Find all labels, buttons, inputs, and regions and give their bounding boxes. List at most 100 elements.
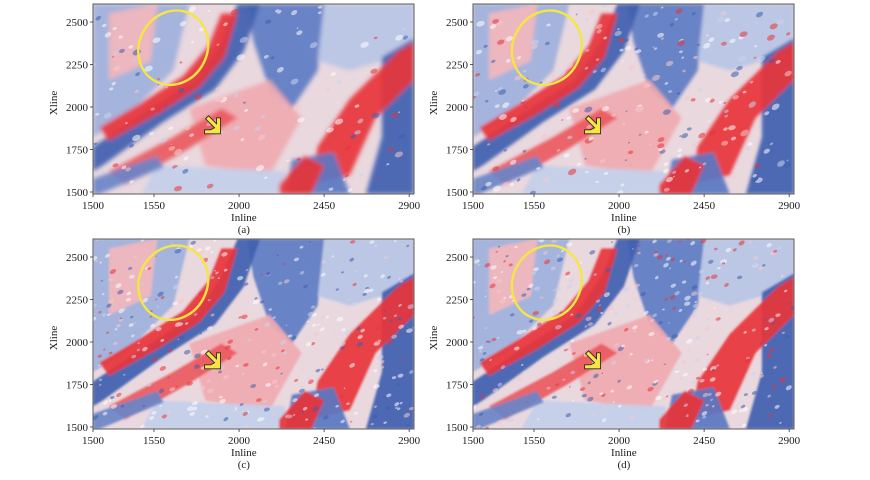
speckle-texture xyxy=(473,4,794,194)
seismic-attribute-image xyxy=(473,239,794,429)
attribute-region xyxy=(473,391,544,429)
x-tick-label: 1500 xyxy=(82,200,105,212)
x-tick-label: 1500 xyxy=(82,435,105,447)
attribute-region xyxy=(93,391,164,429)
attribute-region xyxy=(479,248,618,376)
panel-label: (d) xyxy=(617,459,630,471)
y-tick-label: 1750 xyxy=(66,145,89,157)
attribute-region xyxy=(247,4,325,109)
y-axis-title: Xline xyxy=(48,91,60,116)
yellow-arrow-icon xyxy=(204,115,222,135)
plot-frame xyxy=(92,3,415,195)
x-tick-label: 2000 xyxy=(228,200,251,212)
panel-c: 2500 2250 2000 1750 1500 1500 1550 2000 2450 2900… xyxy=(45,237,455,477)
attribute-region xyxy=(99,13,238,141)
plot-frame xyxy=(472,238,795,430)
seismic-attribute-image xyxy=(93,4,414,194)
y-tick-label: 2500 xyxy=(66,17,89,29)
x-tick-label: 2000 xyxy=(608,200,631,212)
x-axis-title: Inline xyxy=(611,447,637,459)
highlight-ellipse xyxy=(510,9,583,87)
attribute-region xyxy=(659,156,705,194)
y-tick-label: 1500 xyxy=(66,187,89,199)
y-tick-label: 1750 xyxy=(446,380,469,392)
y-tick-label: 1750 xyxy=(446,145,469,157)
y-tick-label: 2500 xyxy=(66,252,89,264)
y-tick-label: 2250 xyxy=(66,60,89,72)
x-tick-label: 2450 xyxy=(693,200,716,212)
attribute-region xyxy=(141,400,286,429)
y-tick-label: 2000 xyxy=(446,102,469,114)
attribute-region xyxy=(99,248,238,376)
x-tick-label: 1500 xyxy=(462,435,485,447)
y-tick-label: 2500 xyxy=(446,17,469,29)
x-tick-label: 2900 xyxy=(398,435,421,447)
attribute-region xyxy=(93,156,164,194)
panel-label: (c) xyxy=(238,459,251,471)
panel-b: 2500 2250 2000 1750 1500 1500 1550 2000 2450 2900… xyxy=(425,2,835,242)
x-tick-label: 1500 xyxy=(462,200,485,212)
panel-d: 2500 2250 2000 1750 1500 1500 1550 2000 2450 2900… xyxy=(425,237,835,477)
attribute-region xyxy=(189,80,302,175)
yellow-arrow-icon xyxy=(584,115,602,135)
attribute-region xyxy=(659,391,705,429)
x-tick-label: 2000 xyxy=(608,435,631,447)
y-tick-label: 1500 xyxy=(446,422,469,434)
panel-label: (b) xyxy=(617,224,630,236)
x-tick-label: 1550 xyxy=(143,435,166,447)
plot-frame xyxy=(472,3,795,195)
attribute-region xyxy=(691,42,794,185)
y-tick-label: 2250 xyxy=(446,60,469,72)
x-tick-label: 2000 xyxy=(228,435,251,447)
highlight-ellipse xyxy=(137,9,210,87)
seismic-attribute-image xyxy=(473,4,794,194)
seismic-attribute-image xyxy=(93,239,414,429)
attribute-region xyxy=(109,4,158,80)
attribute-region xyxy=(93,4,260,172)
x-tick-label: 2900 xyxy=(778,435,801,447)
x-axis-title: Inline xyxy=(231,212,257,224)
attribute-region xyxy=(691,277,794,420)
attribute-region xyxy=(311,277,414,420)
attribute-region xyxy=(247,239,325,344)
speckle-texture xyxy=(93,239,414,429)
y-tick-label: 2250 xyxy=(446,295,469,307)
x-tick-label: 2450 xyxy=(313,200,336,212)
attribute-region xyxy=(311,42,414,185)
highlight-ellipse xyxy=(137,244,210,322)
y-tick-label: 1750 xyxy=(66,380,89,392)
y-axis-title: Xline xyxy=(48,326,60,351)
x-tick-label: 1550 xyxy=(143,200,166,212)
panel-a: 2500 2250 2000 1750 1500 1500 1550 2000 2450 2900… xyxy=(45,2,455,242)
attribute-region xyxy=(627,239,705,344)
x-tick-label: 2900 xyxy=(778,200,801,212)
attribute-region xyxy=(521,165,666,194)
x-tick-label: 1550 xyxy=(523,435,546,447)
panel-label: (a) xyxy=(238,224,251,236)
y-tick-label: 1500 xyxy=(446,187,469,199)
attribute-region xyxy=(569,315,682,410)
x-tick-label: 1550 xyxy=(523,200,546,212)
attribute-region xyxy=(93,239,260,407)
x-tick-label: 2450 xyxy=(313,435,336,447)
attribute-region xyxy=(473,239,640,407)
plot-frame xyxy=(92,238,415,430)
attribute-region xyxy=(279,156,325,194)
y-tick-label: 2000 xyxy=(66,337,89,349)
attribute-region xyxy=(189,315,302,410)
y-tick-label: 2250 xyxy=(66,295,89,307)
attribute-region xyxy=(627,4,705,109)
attribute-region xyxy=(569,80,682,175)
y-tick-label: 2000 xyxy=(66,102,89,114)
attribute-region xyxy=(479,13,618,141)
y-tick-label: 2500 xyxy=(446,252,469,264)
attribute-region xyxy=(279,391,325,429)
x-tick-label: 2900 xyxy=(398,200,421,212)
x-tick-label: 2450 xyxy=(693,435,716,447)
y-axis-title: Xline xyxy=(428,326,440,351)
x-axis-title: Inline xyxy=(611,212,637,224)
y-tick-label: 1500 xyxy=(66,422,89,434)
